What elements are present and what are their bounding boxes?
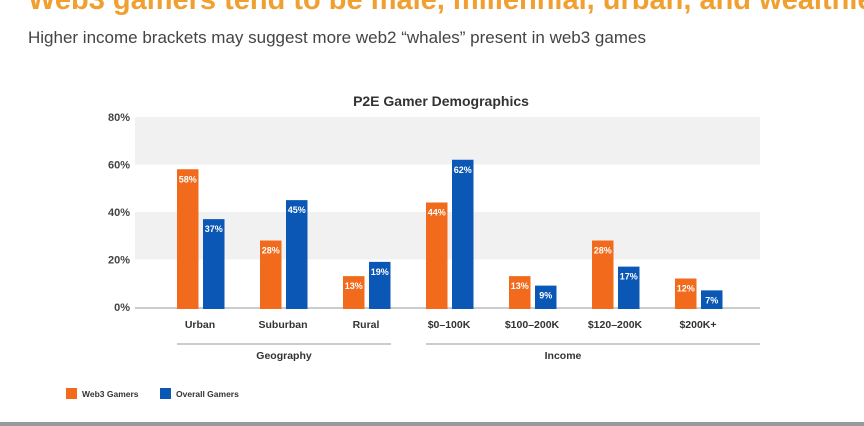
bar-overall — [452, 159, 474, 309]
bar-overall — [369, 261, 391, 309]
bar-web3 — [675, 278, 697, 309]
data-label: 19% — [371, 267, 389, 277]
x-tick-label: $0–100K — [428, 319, 471, 331]
legend-swatch — [66, 388, 77, 399]
legend-label: Overall Gamers — [176, 389, 239, 399]
data-label: 62% — [454, 165, 472, 175]
data-label: 28% — [262, 246, 280, 256]
bar-web3 — [177, 169, 199, 309]
grid-band — [135, 117, 760, 165]
y-tick-label: 40% — [108, 207, 130, 219]
bar-overall — [618, 266, 640, 309]
bar-overall — [701, 290, 723, 309]
bar-web3 — [426, 202, 448, 309]
bar-web3 — [260, 240, 282, 309]
data-label: 45% — [288, 205, 306, 215]
group-label: Income — [545, 350, 582, 362]
data-label: 17% — [620, 272, 638, 282]
bar-overall — [203, 219, 225, 309]
data-label: 37% — [205, 224, 223, 234]
legend-swatch — [160, 388, 171, 399]
x-tick-label: $200K+ — [679, 319, 716, 331]
data-label: 28% — [594, 246, 612, 256]
y-tick-label: 80% — [108, 112, 130, 124]
data-label: 13% — [511, 281, 529, 291]
bar-overall — [535, 285, 557, 309]
bar-overall — [286, 200, 308, 309]
data-label: 58% — [179, 174, 197, 184]
bar-web3 — [509, 276, 531, 309]
y-tick-label: 60% — [108, 160, 130, 172]
x-tick-label: $120–200K — [588, 319, 643, 331]
data-label: 13% — [345, 281, 363, 291]
page-subtitle: Higher income brackets may suggest more … — [28, 28, 646, 47]
x-tick-label: Rural — [353, 319, 380, 331]
data-label: 44% — [428, 208, 446, 218]
chart-title: P2E Gamer Demographics — [353, 93, 529, 109]
bar-web3 — [592, 240, 614, 309]
y-tick-label: 0% — [114, 302, 130, 314]
x-tick-label: $100–200K — [505, 319, 560, 331]
y-tick-label: 20% — [108, 255, 130, 267]
bar-web3 — [343, 276, 365, 309]
group-label: Geography — [256, 350, 312, 362]
bottom-divider — [0, 422, 864, 426]
x-tick-label: Urban — [185, 319, 215, 331]
data-label: 12% — [677, 284, 695, 294]
data-label: 7% — [705, 295, 718, 305]
page-title: Web3 gamers tend to be male, millennial,… — [28, 0, 864, 16]
legend-label: Web3 Gamers — [82, 389, 139, 399]
data-label: 9% — [539, 291, 552, 301]
x-tick-label: Suburban — [259, 319, 308, 331]
